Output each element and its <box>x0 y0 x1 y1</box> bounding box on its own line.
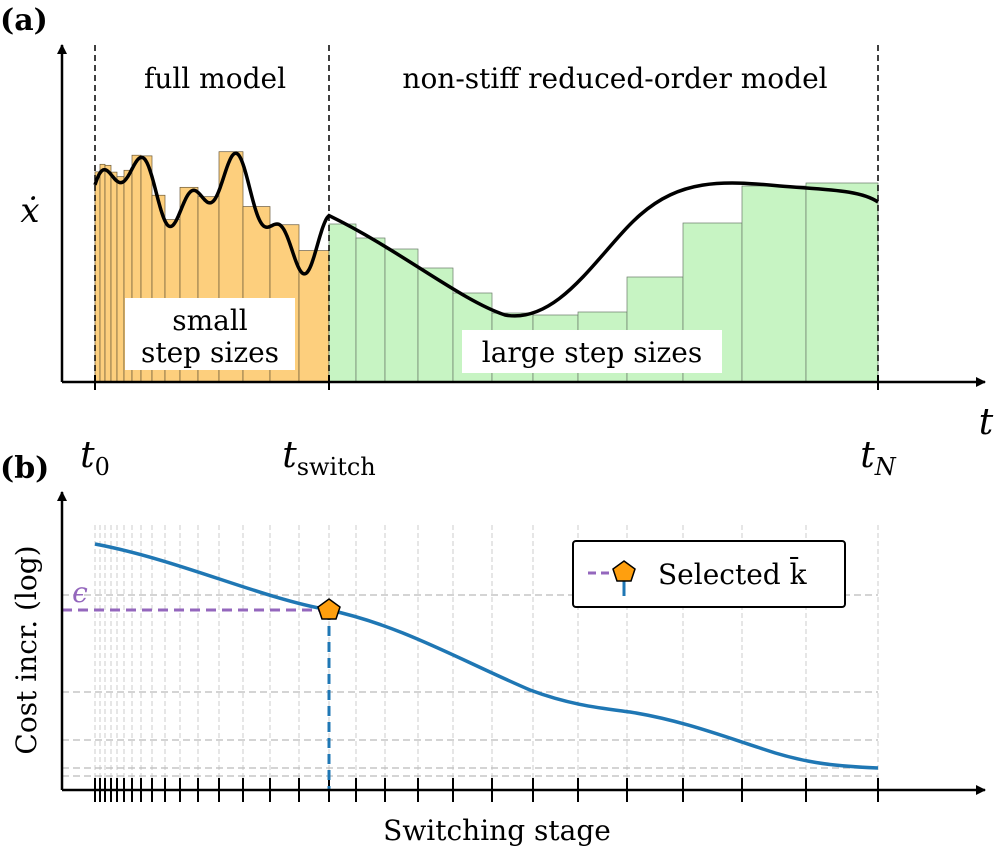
x-tick-label: tswitch <box>282 435 376 481</box>
subscript: switch <box>297 453 376 481</box>
subscript: 0 <box>95 453 110 481</box>
small-step <box>110 171 118 383</box>
annotation: large step sizes <box>482 336 702 369</box>
cost-curve <box>94 542 879 770</box>
legend-label: Selected k̄ <box>658 556 808 591</box>
label-box <box>462 330 722 373</box>
selected-marker <box>317 598 341 620</box>
region-label: full model <box>144 62 286 95</box>
symbol: t <box>282 435 297 476</box>
legend <box>572 540 846 608</box>
y-label: Cost incr. (log) <box>10 545 43 754</box>
threshold-label: ϵ <box>72 576 88 609</box>
x-label: t <box>979 402 994 443</box>
y-label: ẋ <box>20 191 39 231</box>
small-step <box>116 176 125 383</box>
trajectory <box>93 151 879 318</box>
small-step <box>99 163 106 383</box>
region-label: non-stiff reduced-order model <box>402 62 827 95</box>
panel-label: (a) <box>0 3 48 38</box>
large-step <box>355 237 386 383</box>
label-box <box>125 298 295 370</box>
small-step <box>104 164 112 383</box>
large-step <box>805 182 879 383</box>
panel-label: (b) <box>0 451 49 486</box>
legend-marker <box>612 560 636 582</box>
symbol: t <box>860 435 875 476</box>
annotation: small <box>172 304 248 337</box>
large-step <box>328 223 357 383</box>
x-tick-label: tN <box>860 435 896 481</box>
annotation: step sizes <box>141 336 279 369</box>
symbol: t <box>80 435 95 476</box>
large-step <box>384 248 419 383</box>
small-step <box>298 250 330 383</box>
subscript: N <box>874 453 897 481</box>
x-label: Switching stage <box>383 814 611 847</box>
x-tick-label: t0 <box>80 435 110 481</box>
large-step <box>741 185 807 383</box>
